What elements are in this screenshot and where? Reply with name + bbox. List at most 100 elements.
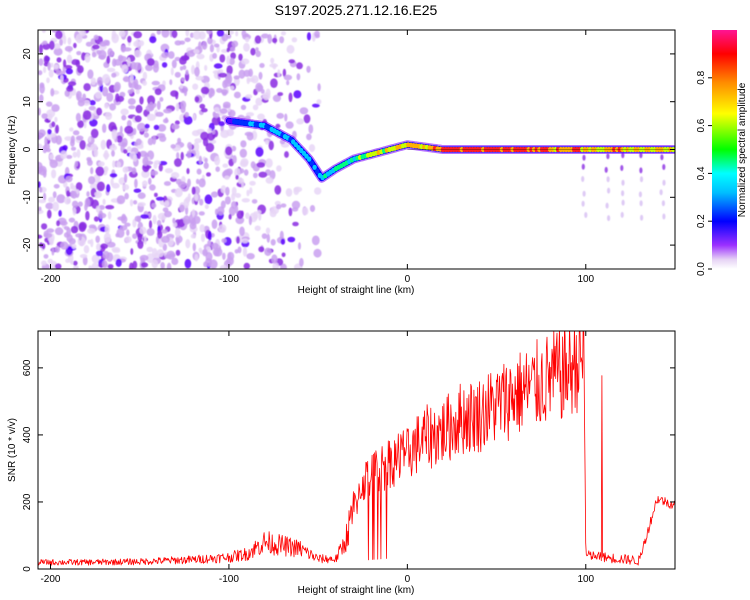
spectrogram-noise-cell: [177, 137, 182, 144]
spectrogram-noise-cell: [133, 62, 142, 71]
snr-plot-area: [38, 331, 675, 569]
spectrogram-x-ticks: -200 -100 0 100: [40, 30, 595, 285]
spectrogram-noise-cell: [115, 93, 120, 103]
spectrogram-noise-cell: [245, 94, 253, 99]
spectrogram-streak-cell: [581, 176, 585, 182]
spectrogram-noise-cell: [127, 89, 133, 94]
spectrogram-noise-cell: [51, 169, 57, 179]
spectrogram-noise-cell: [141, 170, 150, 178]
spectrogram-noise-cell: [55, 124, 59, 134]
spectrogram-noise-cell: [90, 77, 97, 86]
spectrogram-noise-cell: [148, 177, 152, 185]
spectrogram-noise-cell: [71, 244, 77, 249]
spectrogram-noise-cell: [286, 80, 290, 86]
spectrogram-noise-cell: [155, 111, 164, 117]
spectrogram-noise-cell: [168, 253, 176, 258]
spectrogram-streak-cell: [621, 199, 625, 206]
spectrogram-noise-cell: [183, 215, 191, 225]
spectrogram-noise-cell: [88, 105, 96, 111]
spectrogram-noise-cell: [258, 71, 263, 80]
spectrogram-streak-cell: [662, 179, 666, 186]
spectrogram-noise-cell: [70, 182, 74, 189]
spectrogram-noise-cell: [198, 41, 202, 50]
spectrogram-noise-cell: [88, 176, 96, 185]
spectrogram-noise-cell: [186, 150, 192, 159]
spectrogram-noise-cell: [182, 65, 187, 70]
spectrogram-noise-cell: [270, 57, 275, 64]
spectrogram-noise-cell: [70, 139, 75, 147]
spectrogram-noise-cell: [71, 190, 77, 199]
spectrogram-noise-cell: [214, 208, 219, 216]
spectrogram-noise-cell: [272, 262, 280, 269]
spectrogram-noise-cell: [233, 75, 240, 80]
spectrogram-noise-cell: [161, 235, 170, 244]
spectrogram-scatter: [38, 30, 666, 269]
spectrogram-noise-cell: [51, 247, 55, 256]
spectrogram-noise-cell: [161, 229, 168, 234]
spectrogram-streak-cell: [659, 189, 663, 196]
spectrogram-noise-cell: [179, 40, 186, 45]
spectrogram-noise-cell: [75, 112, 81, 122]
spectrogram-noise-cell: [190, 233, 196, 239]
spectrogram-noise-cell: [85, 210, 90, 221]
spectrogram-noise-cell: [220, 185, 227, 194]
spectrogram-noise-cell: [207, 132, 215, 141]
spectrogram-noise-cell: [156, 30, 161, 35]
spectrogram-noise-cell: [291, 37, 298, 43]
chart-title: S197.2025.271.12.16.E25: [275, 2, 438, 18]
spectrogram-noise-cell: [158, 164, 163, 172]
spectrogram-noise-cell: [66, 190, 70, 198]
spectrogram-noise-cell: [265, 158, 273, 168]
spectrogram-noise-cell: [228, 214, 232, 220]
spectrogram-noise-cell: [134, 215, 141, 222]
spectrogram-noise-cell: [238, 69, 246, 79]
spectrogram-noise-cell: [296, 118, 304, 125]
spectrogram-noise-cell: [87, 159, 93, 166]
spectrogram-noise-cell: [170, 67, 174, 76]
x-tick-label: -100: [219, 574, 239, 585]
spectrogram-x-label: Height of straight line (km): [298, 285, 415, 296]
ridge-cell: [309, 160, 315, 166]
spectrogram-noise-cell: [283, 74, 293, 81]
spectrogram-streak-cell: [620, 165, 624, 171]
spectrogram-noise-cell: [153, 160, 161, 165]
spectrogram-noise-cell: [213, 63, 223, 69]
spectrogram-noise-cell: [187, 142, 193, 149]
spectrogram-noise-cell: [112, 160, 116, 168]
spectrogram-noise-cell: [203, 162, 209, 170]
spectrogram-noise-cell: [76, 51, 82, 56]
spectrogram-noise-cell: [42, 169, 47, 178]
spectrogram-y-label: Frequency (Hz): [7, 116, 18, 185]
spectrogram-noise-cell: [116, 228, 125, 238]
spectrogram-noise-cell: [174, 187, 183, 198]
spectrogram-noise-cell: [163, 181, 172, 186]
spectrogram-noise-cell: [205, 257, 212, 267]
spectrogram-noise-cell: [95, 91, 102, 99]
spectrogram-noise-cell: [199, 224, 205, 233]
spectrogram-noise-cell: [255, 47, 259, 52]
ridge-cell: [312, 164, 317, 170]
spectrogram-noise-cell: [95, 235, 100, 243]
spectrogram-noise-cell: [126, 146, 132, 152]
spectrogram-noise-cell: [152, 214, 157, 225]
colorbar-tick-label: 0.4: [696, 166, 707, 180]
spectrogram-noise-cell: [59, 220, 68, 226]
spectrogram-noise-cell: [88, 265, 92, 269]
spectrogram-noise-cell: [317, 83, 321, 92]
spectrogram-streak-cell: [662, 164, 666, 170]
spectrogram-noise-cell: [73, 42, 77, 49]
spectrogram-noise-cell: [264, 139, 270, 145]
spectrogram-noise-cell: [109, 103, 116, 111]
spectrogram-noise-cell: [235, 174, 239, 180]
spectrogram-noise-cell: [272, 37, 278, 44]
spectrogram-noise-cell: [192, 113, 196, 121]
spectrogram-noise-cell: [96, 107, 103, 116]
spectrogram-noise-cell: [195, 75, 204, 81]
colorbar-tick-label: 0.0: [696, 262, 707, 276]
spectrogram-noise-cell: [231, 186, 237, 196]
spectrogram-noise-cell: [66, 86, 74, 92]
spectrogram-noise-cell: [162, 207, 169, 213]
spectrogram-noise-cell: [287, 236, 296, 243]
spectrogram-noise-cell: [137, 233, 143, 242]
spectrogram-noise-cell: [102, 73, 111, 84]
